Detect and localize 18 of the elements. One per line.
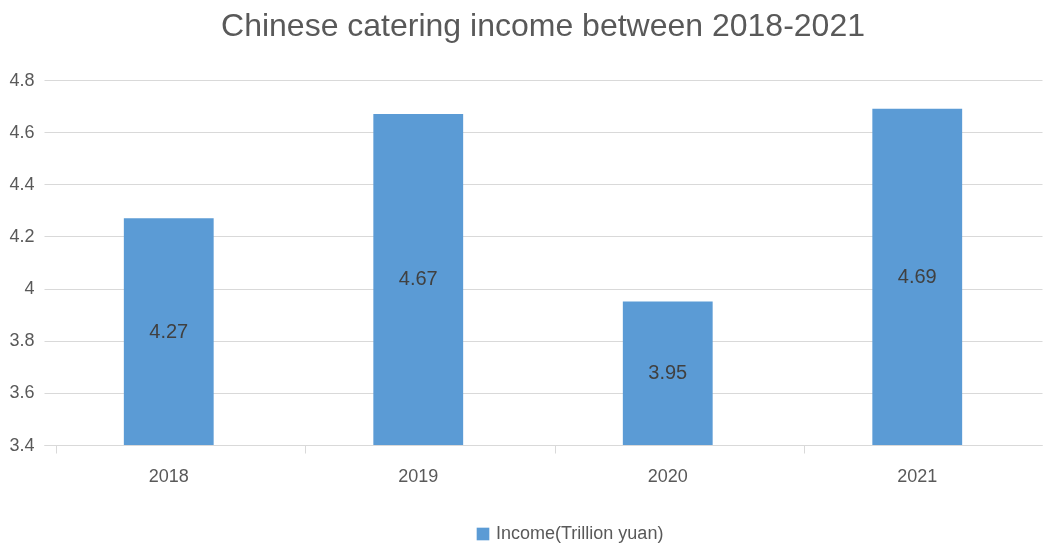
y-tick-label: 3.8 [9,330,35,351]
y-tick-label: 4.8 [9,69,35,90]
data-label: 4.27 [149,319,189,342]
x-tick-label: 2018 [148,465,189,486]
data-label: 3.95 [648,361,688,384]
x-tick-label: 2019 [398,465,439,486]
x-tick-label: 2020 [647,465,688,486]
data-label: 4.69 [897,264,937,287]
y-tick-label: 4.2 [9,225,35,246]
y-tick-label: 4.4 [9,173,35,194]
y-tick-label: 4 [24,278,35,299]
chart-title: Chinese catering income between 2018-2021 [221,7,865,43]
y-tick-label: 3.4 [9,434,35,455]
y-tick-label: 4.6 [9,121,35,142]
legend-label: Income(Trillion yuan) [496,523,664,543]
x-tick-label: 2021 [897,465,938,486]
data-label: 4.67 [398,267,438,290]
y-tick-label: 3.6 [9,382,35,403]
